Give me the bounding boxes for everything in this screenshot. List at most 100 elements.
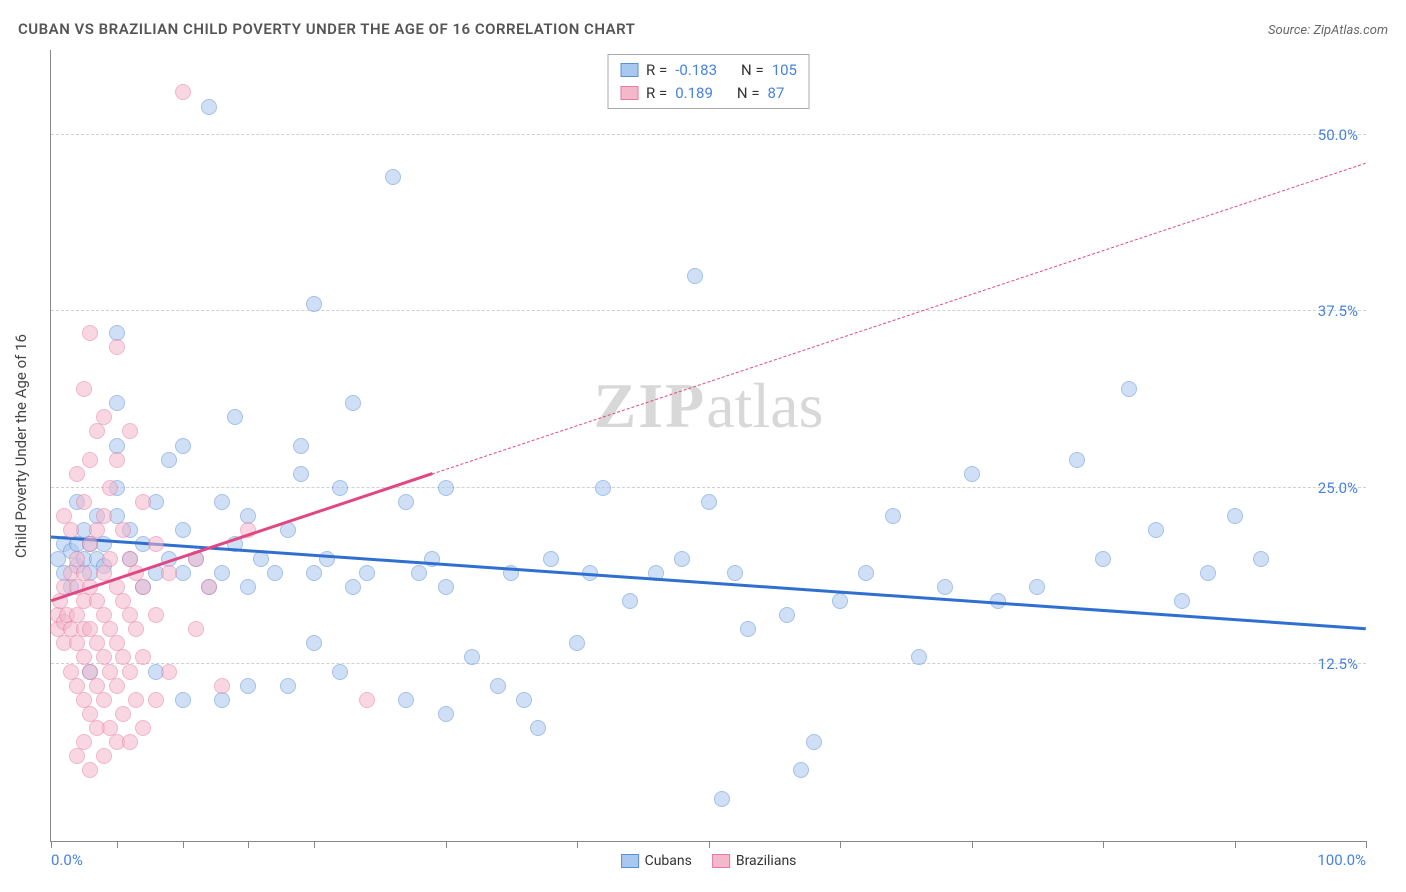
point-brazilians xyxy=(161,664,177,680)
r-value-brazilians: 0.189 xyxy=(675,82,713,105)
point-brazilians xyxy=(128,621,144,637)
point-brazilians xyxy=(122,734,138,750)
x-tick xyxy=(577,841,578,848)
point-brazilians xyxy=(135,494,151,510)
chart-title: CUBAN VS BRAZILIAN CHILD POVERTY UNDER T… xyxy=(18,20,635,38)
point-cubans xyxy=(240,678,256,694)
r-label: R = xyxy=(646,59,667,82)
point-cubans xyxy=(885,508,901,524)
point-cubans xyxy=(516,692,532,708)
point-cubans xyxy=(793,762,809,778)
point-brazilians xyxy=(96,748,112,764)
point-cubans xyxy=(214,565,230,581)
point-brazilians xyxy=(135,720,151,736)
point-cubans xyxy=(714,791,730,807)
point-cubans xyxy=(319,551,335,567)
point-cubans xyxy=(1148,522,1164,538)
x-tick xyxy=(117,841,118,848)
x-tick xyxy=(1235,841,1236,848)
gridline xyxy=(51,487,1366,488)
point-brazilians xyxy=(82,325,98,341)
point-cubans xyxy=(1121,381,1137,397)
point-cubans xyxy=(687,268,703,284)
point-cubans xyxy=(201,99,217,115)
point-cubans xyxy=(964,466,980,482)
point-cubans xyxy=(701,494,717,510)
legend-item-cubans: Cubans xyxy=(621,853,692,869)
point-cubans xyxy=(345,579,361,595)
source-label: Source: xyxy=(1268,23,1310,38)
point-cubans xyxy=(1029,579,1045,595)
y-tick-label: 25.0% xyxy=(1318,479,1358,497)
point-brazilians xyxy=(109,452,125,468)
watermark-right: atlas xyxy=(706,370,823,441)
x-tick xyxy=(840,841,841,848)
legend-label-cubans: Cubans xyxy=(645,853,692,869)
point-brazilians xyxy=(96,692,112,708)
point-brazilians xyxy=(76,381,92,397)
point-brazilians xyxy=(175,84,191,100)
chart-container: CUBAN VS BRAZILIAN CHILD POVERTY UNDER T… xyxy=(0,0,1406,892)
stats-legend: R = -0.183 N = 105 R = 0.189 N = 87 xyxy=(607,54,810,109)
n-value-brazilians: 87 xyxy=(768,82,785,105)
point-cubans xyxy=(398,494,414,510)
point-cubans xyxy=(543,551,559,567)
point-cubans xyxy=(306,635,322,651)
point-brazilians xyxy=(102,480,118,496)
n-value-cubans: 105 xyxy=(772,59,797,82)
point-cubans xyxy=(490,678,506,694)
point-brazilians xyxy=(148,536,164,552)
point-cubans xyxy=(175,522,191,538)
point-cubans xyxy=(175,438,191,454)
point-brazilians xyxy=(76,734,92,750)
point-cubans xyxy=(293,466,309,482)
point-cubans xyxy=(280,678,296,694)
point-brazilians xyxy=(96,409,112,425)
r-value-cubans: -0.183 xyxy=(675,59,717,82)
chart-header: CUBAN VS BRAZILIAN CHILD POVERTY UNDER T… xyxy=(18,20,1388,38)
y-tick-label: 37.5% xyxy=(1318,302,1358,320)
point-brazilians xyxy=(115,706,131,722)
point-cubans xyxy=(438,706,454,722)
source-name: ZipAtlas.com xyxy=(1313,23,1388,38)
point-brazilians xyxy=(96,565,112,581)
swatch-cubans xyxy=(620,63,638,77)
point-cubans xyxy=(385,169,401,185)
point-brazilians xyxy=(63,522,79,538)
stats-row-brazilians: R = 0.189 N = 87 xyxy=(620,82,797,105)
x-tick xyxy=(1103,841,1104,848)
point-cubans xyxy=(267,565,283,581)
point-cubans xyxy=(1069,452,1085,468)
point-brazilians xyxy=(96,508,112,524)
point-brazilians xyxy=(359,692,375,708)
point-cubans xyxy=(858,565,874,581)
point-cubans xyxy=(1253,551,1269,567)
point-cubans xyxy=(214,692,230,708)
point-brazilians xyxy=(135,649,151,665)
point-cubans xyxy=(345,395,361,411)
point-brazilians xyxy=(128,692,144,708)
n-label: N = xyxy=(741,59,764,82)
point-cubans xyxy=(727,565,743,581)
point-cubans xyxy=(937,579,953,595)
x-tick xyxy=(709,841,710,848)
point-brazilians xyxy=(214,678,230,694)
point-cubans xyxy=(306,565,322,581)
point-brazilians xyxy=(148,607,164,623)
point-brazilians xyxy=(89,423,105,439)
y-tick-label: 12.5% xyxy=(1318,655,1358,673)
point-brazilians xyxy=(69,466,85,482)
point-brazilians xyxy=(201,579,217,595)
point-cubans xyxy=(109,395,125,411)
point-brazilians xyxy=(122,664,138,680)
point-cubans xyxy=(911,649,927,665)
point-brazilians xyxy=(148,692,164,708)
point-cubans xyxy=(622,593,638,609)
x-tick xyxy=(314,841,315,848)
swatch-cubans-2 xyxy=(621,854,639,868)
x-tick xyxy=(972,841,973,848)
point-cubans xyxy=(779,607,795,623)
point-brazilians xyxy=(102,551,118,567)
point-cubans xyxy=(1227,508,1243,524)
n-label-2: N = xyxy=(737,82,760,105)
